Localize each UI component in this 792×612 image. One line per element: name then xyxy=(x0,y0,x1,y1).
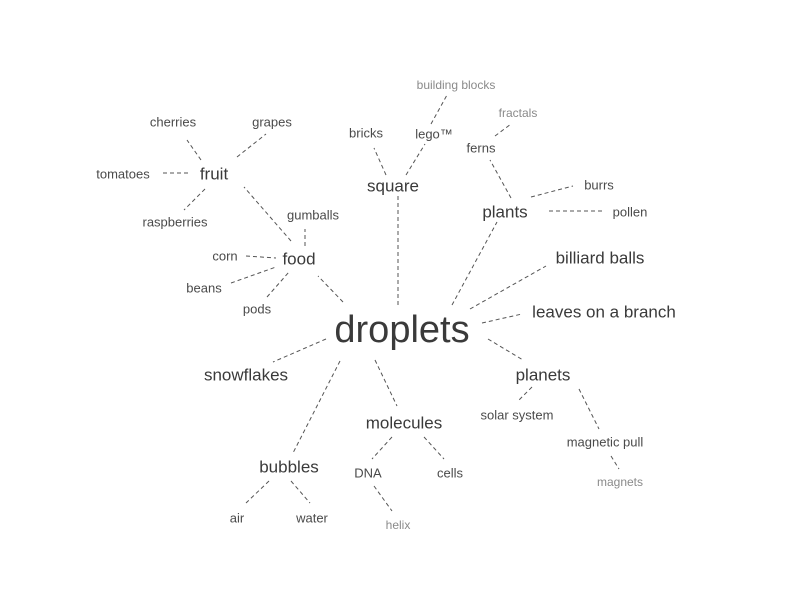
edge-planets-solar-system xyxy=(517,386,533,402)
subtopic-burrs: burrs xyxy=(584,177,614,193)
edge-droplets-leaves xyxy=(481,313,523,324)
topic-fruit: fruit xyxy=(199,164,229,184)
detail-building-blocks: building blocks xyxy=(416,78,496,92)
edge-plants-burrs xyxy=(530,185,574,198)
topic-square: square xyxy=(367,176,419,196)
edge-bubbles-air xyxy=(245,480,270,504)
edge-lego-building-blocks xyxy=(430,94,448,125)
subtopic-water: water xyxy=(296,510,328,526)
subtopic-pollen: pollen xyxy=(612,204,648,220)
subtopic-grapes: grapes xyxy=(252,114,292,130)
edge-fruit-grapes xyxy=(236,133,267,158)
detail-helix: helix xyxy=(385,518,411,532)
subtopic-raspberries: raspberries xyxy=(142,214,208,230)
edge-droplets-food xyxy=(317,275,344,303)
topic-molecules: molecules xyxy=(365,413,443,433)
edge-square-lego xyxy=(405,143,426,176)
topic-billiard-balls: billiard balls xyxy=(555,248,645,268)
subtopic-solar-system: solar system xyxy=(480,407,554,423)
detail-fractals: fractals xyxy=(498,106,538,120)
subtopic-dna: DNA xyxy=(354,465,382,481)
topic-plants: plants xyxy=(482,202,528,222)
subtopic-gumballs: gumballs xyxy=(286,207,340,223)
edge-food-pods xyxy=(266,271,290,298)
detail-magnets: magnets xyxy=(596,475,644,489)
center-node-droplets: droplets xyxy=(334,309,470,351)
edge-magnetic-pull-magnets xyxy=(610,455,620,470)
edge-food-beans xyxy=(230,266,277,284)
edge-plants-ferns xyxy=(489,159,512,199)
topic-planets: planets xyxy=(515,365,571,385)
edge-food-fruit xyxy=(243,186,292,242)
edge-bubbles-water xyxy=(290,480,311,504)
subtopic-cherries: cherries xyxy=(149,114,197,130)
edge-droplets-snowflakes xyxy=(272,338,327,363)
edge-square-bricks xyxy=(373,147,387,176)
edge-fruit-cherries xyxy=(186,139,202,161)
subtopic-air: air xyxy=(229,510,245,526)
topic-food: food xyxy=(282,249,316,269)
edge-molecules-dna xyxy=(371,436,393,460)
edge-dna-helix xyxy=(373,485,393,512)
edge-droplets-bubbles xyxy=(292,360,341,454)
edge-planets-magnetic-pull xyxy=(578,388,600,430)
subtopic-beans: beans xyxy=(186,280,222,296)
edge-droplets-billiard-balls xyxy=(469,265,547,310)
subtopic-magnetic-pull: magnetic pull xyxy=(566,434,644,450)
subtopic-lego: lego™ xyxy=(415,126,453,142)
subtopic-ferns: ferns xyxy=(466,140,496,156)
edge-droplets-planets xyxy=(487,338,524,361)
edge-droplets-plants xyxy=(451,221,498,306)
edge-ferns-fractals xyxy=(494,123,512,137)
subtopic-bricks: bricks xyxy=(349,125,383,141)
subtopic-cells: cells xyxy=(436,465,464,481)
subtopic-tomatoes: tomatoes xyxy=(96,166,150,182)
topic-leaves-on-a-branch: leaves on a branch xyxy=(532,302,676,322)
topic-bubbles: bubbles xyxy=(259,457,319,477)
edge-molecules-cells xyxy=(423,436,445,460)
topic-snowflakes: snowflakes xyxy=(203,365,289,385)
edge-droplets-molecules xyxy=(374,359,398,407)
subtopic-corn: corn xyxy=(212,248,238,264)
edge-food-corn xyxy=(245,255,277,259)
subtopic-pods: pods xyxy=(242,301,272,317)
edge-fruit-raspberries xyxy=(183,188,206,211)
